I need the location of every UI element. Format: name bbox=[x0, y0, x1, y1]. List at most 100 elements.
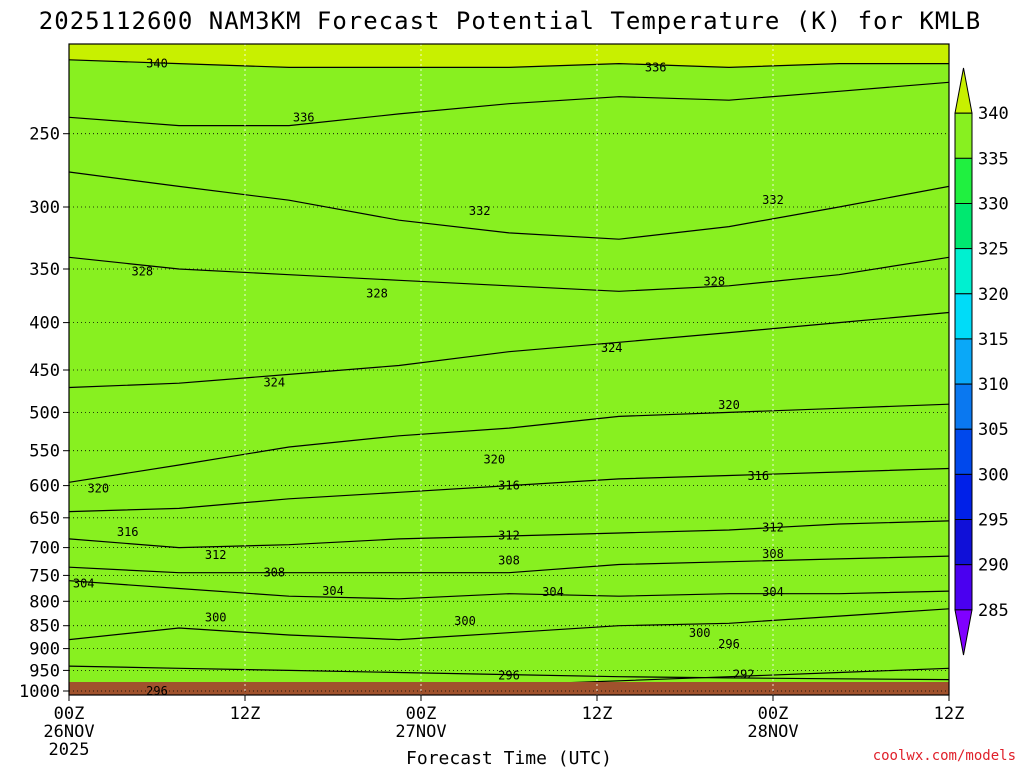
x-tick-year: 2025 bbox=[49, 740, 90, 760]
y-tick-label: 700 bbox=[29, 539, 60, 559]
contour-label: 332 bbox=[762, 193, 784, 207]
colorbar-label: 310 bbox=[978, 375, 1009, 395]
isentrope-328 bbox=[69, 256, 949, 292]
contour-label: 304 bbox=[322, 584, 344, 598]
contour-label: 336 bbox=[645, 60, 667, 74]
isentrope-308 bbox=[69, 555, 949, 574]
contour-label: 320 bbox=[87, 481, 109, 495]
contour-label: 324 bbox=[263, 375, 285, 389]
contour-label: 292 bbox=[733, 668, 755, 682]
x-tick-date: 26NOV bbox=[43, 722, 94, 742]
colorbar-label: 290 bbox=[978, 556, 1009, 576]
contour-label: 324 bbox=[601, 341, 623, 355]
colorbar-segment bbox=[954, 428, 973, 475]
colorbar-segment bbox=[954, 293, 973, 340]
contour-label: 316 bbox=[747, 469, 769, 483]
contour-label: 328 bbox=[131, 264, 153, 278]
colorbar-label: 335 bbox=[978, 149, 1009, 169]
contour-label: 312 bbox=[205, 548, 227, 562]
y-tick-label: 950 bbox=[29, 661, 60, 681]
isentrope-340 bbox=[69, 59, 949, 69]
colorbar-label: 285 bbox=[978, 601, 1009, 621]
x-tick-label: 12Z bbox=[230, 704, 261, 724]
colorbar-top-triangle bbox=[954, 67, 973, 114]
y-tick-label: 550 bbox=[29, 442, 60, 462]
x-tick-date: 27NOV bbox=[395, 722, 446, 742]
y-tick-label: 600 bbox=[29, 477, 60, 497]
colorbar-segment bbox=[954, 112, 973, 159]
x-tick-label: 00Z bbox=[758, 704, 789, 724]
isentrope-304 bbox=[69, 580, 949, 600]
contour-label: 312 bbox=[498, 528, 520, 542]
y-tick-label: 800 bbox=[29, 592, 60, 612]
y-tick-label: 500 bbox=[29, 403, 60, 423]
y-tick-label: 850 bbox=[29, 617, 60, 637]
colorbar-segment bbox=[954, 248, 973, 295]
isentrope-292 bbox=[69, 665, 949, 681]
colorbar-label: 300 bbox=[978, 465, 1009, 485]
contour-label: 300 bbox=[205, 611, 227, 625]
contour-label: 316 bbox=[117, 525, 139, 539]
contour-label: 320 bbox=[718, 398, 740, 412]
x-tick-label: 12Z bbox=[582, 704, 613, 724]
ground-surface bbox=[69, 682, 949, 695]
colorbar-label: 340 bbox=[978, 104, 1009, 124]
y-tick-label: 400 bbox=[29, 314, 60, 334]
colorbar-segment bbox=[954, 338, 973, 385]
temperature-fill bbox=[69, 44, 949, 695]
contour-labels: 340 336 336 332 332 328 328 328 324 324 320 320 320 3… bbox=[73, 57, 784, 698]
fill-band-340 bbox=[69, 59, 949, 695]
contour-label: 340 bbox=[146, 57, 168, 71]
colorbar-segment bbox=[954, 473, 973, 521]
y-tick-label: 1000 bbox=[19, 682, 60, 702]
colorbar-segment bbox=[954, 203, 973, 250]
x-tick-date: 28NOV bbox=[747, 722, 798, 742]
colorbar: 285 290 295 300 305 310 315 320 325 330 335 340 bbox=[954, 67, 1009, 656]
contour-label: 328 bbox=[703, 274, 725, 288]
contour-label: 296 bbox=[146, 684, 168, 698]
contour-label: 308 bbox=[263, 566, 285, 580]
contour-label: 304 bbox=[762, 585, 784, 599]
y-tick-label: 300 bbox=[29, 198, 60, 218]
y-axis: 250 300 350 400 450 500 550 600 650 700 750 800 850 9… bbox=[19, 125, 69, 702]
contour-label: 296 bbox=[498, 668, 520, 682]
y-tick-label: 650 bbox=[29, 509, 60, 529]
y-tick-label: 750 bbox=[29, 566, 60, 586]
y-tick-label: 250 bbox=[29, 125, 60, 145]
x-tick-label: 12Z bbox=[934, 704, 965, 724]
contour-label: 320 bbox=[483, 452, 505, 466]
contour-label: 336 bbox=[293, 110, 315, 124]
isentrope-336 bbox=[69, 81, 949, 127]
contour-label: 300 bbox=[454, 614, 476, 628]
colorbar-label: 315 bbox=[978, 330, 1009, 350]
colorbar-segment bbox=[954, 157, 973, 205]
contour-label: 316 bbox=[498, 479, 520, 493]
isentrope-320 bbox=[69, 403, 949, 483]
colorbar-label: 305 bbox=[978, 420, 1009, 440]
contour-label: 308 bbox=[498, 554, 520, 568]
colorbar-segment bbox=[954, 519, 973, 566]
contour-label: 304 bbox=[73, 576, 95, 590]
chart-title: 2025112600 NAM3KM Forecast Potential Tem… bbox=[39, 7, 981, 35]
isentrope-312 bbox=[69, 520, 949, 549]
y-tick-label: 900 bbox=[29, 640, 60, 660]
contour-label: 300 bbox=[689, 626, 711, 640]
contour-label: 312 bbox=[762, 521, 784, 535]
isentrope-contours bbox=[69, 59, 949, 692]
colorbar-label: 320 bbox=[978, 285, 1009, 305]
colorbar-segment bbox=[954, 383, 973, 430]
colorbar-label: 325 bbox=[978, 240, 1009, 260]
contour-label: 308 bbox=[762, 547, 784, 561]
x-tick-label: 00Z bbox=[54, 704, 85, 724]
isentrope-332 bbox=[69, 171, 949, 240]
x-tick-label: 00Z bbox=[406, 704, 437, 724]
colorbar-label: 330 bbox=[978, 195, 1009, 215]
contour-label: 304 bbox=[542, 585, 564, 599]
credit-text: coolwx.com/models bbox=[873, 748, 1016, 764]
colorbar-segment bbox=[954, 564, 973, 611]
isentrope-324 bbox=[69, 311, 949, 389]
colorbar-label: 295 bbox=[978, 511, 1009, 531]
contour-label: 332 bbox=[469, 204, 491, 218]
